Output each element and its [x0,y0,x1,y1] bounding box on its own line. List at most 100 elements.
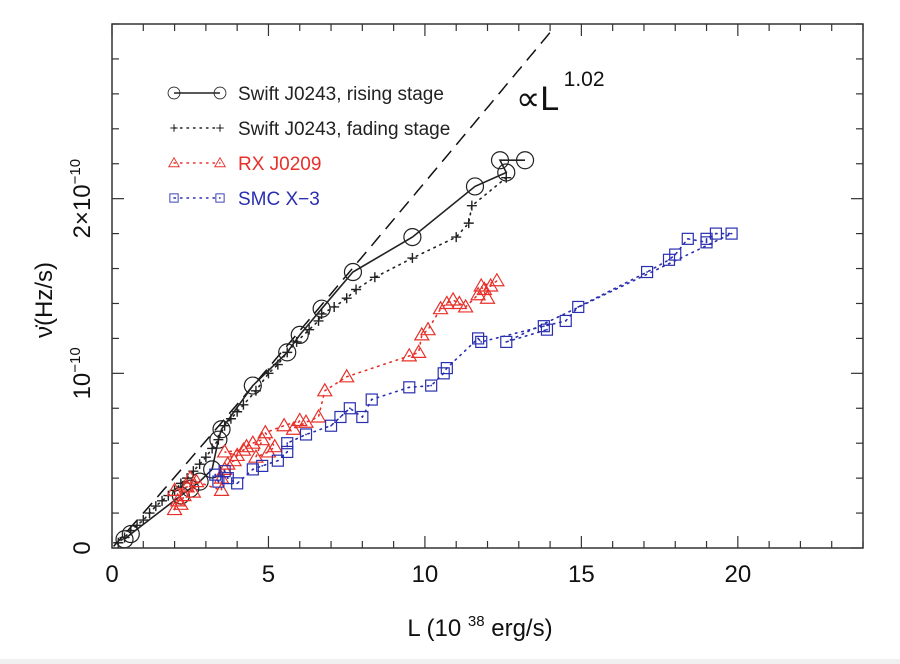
triangle-marker [482,277,499,292]
series-3 [209,227,738,490]
triangle-marker [260,443,277,458]
plus-marker [144,508,155,519]
plus-marker [138,515,149,526]
square-marker-dot [305,433,307,436]
plus-marker [463,218,474,229]
legend-item: RX J0209 [167,154,321,175]
legend-marker-glyph [167,156,181,168]
plus-marker [238,399,249,410]
series-line [117,176,508,544]
triangle-marker [235,441,252,456]
legend-marker [169,193,225,203]
square-marker-dot [730,232,733,235]
triangle-marker [219,455,236,470]
plus-marker [329,301,340,312]
square-marker-dot [674,253,677,256]
square-marker-dot [236,482,239,485]
circle-marker [278,343,297,362]
y-tick-label: 10−10 [67,347,96,399]
square-marker-dot [286,451,289,453]
triangle-marker [185,483,202,498]
square-marker-dot [480,340,483,343]
y-tick-label-sup: −10 [67,347,84,372]
plus-icon [170,124,178,132]
square-marker-dot [339,416,342,418]
circle-marker [121,524,140,544]
legend-marker-glyph [170,124,178,132]
plus-marker [150,501,161,512]
reference-line-layer [113,26,556,547]
y-tick-label-base: 2×10 [69,184,96,238]
triangle-marker [254,431,271,446]
square-marker [209,468,222,481]
plus-marker [219,420,230,431]
plus-marker [207,443,218,454]
triangle-marker [438,295,455,310]
square-marker [334,410,347,424]
square-marker [500,335,513,348]
square-marker-dot [276,459,279,462]
plus-marker [125,525,136,536]
plus-marker [272,359,283,370]
plus-marker [132,520,143,531]
plus-marker [351,284,362,295]
square-marker-dot [686,237,689,240]
legend-marker-glyph [216,124,224,132]
circle-marker [290,325,309,345]
square-marker-dot [477,337,480,340]
plus-marker [466,200,477,211]
square-marker [681,232,694,245]
legend-item: SMC X−3 [169,189,320,210]
series-line [214,232,732,485]
square-marker [403,381,416,394]
legend-marker [170,124,224,132]
plus-icon [216,124,224,132]
square-marker [709,227,723,240]
square-marker [425,379,438,392]
series-2 [166,272,505,516]
square-marker [472,332,485,345]
series-0 [115,151,535,549]
square-marker [725,227,738,240]
plus-marker [213,434,224,445]
plus-marker [282,347,293,358]
bottom-strip [0,659,900,664]
plus-marker [157,495,168,506]
square-marker [537,320,550,333]
square-marker-dot [219,197,221,199]
square-marker [559,314,572,328]
triangle-marker [488,272,505,287]
square-marker-dot [223,470,226,473]
square-marker-dot [542,325,545,328]
plus-marker [263,368,274,379]
square-marker [540,323,554,336]
square-marker-dot [370,398,373,401]
triangle-marker [285,421,302,435]
plus-marker [304,324,315,335]
square-marker [218,465,231,478]
triangle-marker [451,295,468,310]
x-tick-label: 0 [105,561,118,588]
legend-label: RX J0209 [238,154,321,175]
circle-icon [167,86,181,100]
x-tick-label: 20 [724,561,751,588]
x-tick-label: 15 [568,561,595,588]
square-marker-dot [217,480,220,483]
square-marker-dot [251,468,254,471]
circle-marker [209,430,228,449]
circle-marker [515,151,535,170]
triangle-marker [238,438,255,453]
legend-item: Swift J0243, fading stage [170,119,450,140]
square-marker-dot [564,320,567,322]
triangle-marker [420,321,437,336]
triangle-marker [457,298,474,313]
triangle-marker [479,290,496,304]
x-axis-title-suffix: erg/s) [491,615,552,642]
triangle-marker [310,408,327,423]
square-marker [343,402,356,415]
legend-item: Swift J0243, rising stage [167,84,444,105]
triangle-marker [297,414,315,428]
plus-marker [316,308,327,319]
square-icon [215,193,225,203]
